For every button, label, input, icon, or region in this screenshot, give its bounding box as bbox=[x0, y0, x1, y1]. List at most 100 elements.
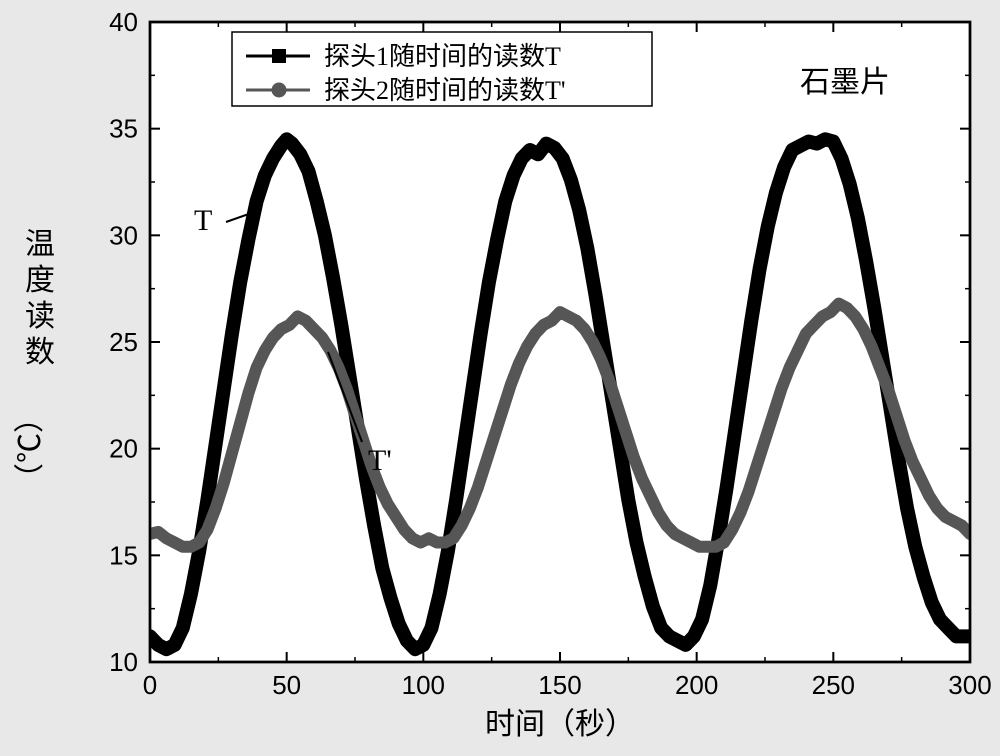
marker-square bbox=[771, 188, 781, 198]
marker-square bbox=[582, 243, 592, 253]
marker-circle bbox=[620, 426, 631, 437]
marker-circle bbox=[473, 482, 484, 493]
marker-square bbox=[902, 503, 912, 513]
marker-square bbox=[550, 143, 560, 153]
marker-square bbox=[632, 538, 642, 548]
marker-square bbox=[845, 179, 855, 189]
marker-circle bbox=[809, 319, 820, 330]
marker-circle bbox=[456, 520, 467, 531]
marker-circle bbox=[883, 383, 894, 394]
marker-square bbox=[861, 256, 871, 266]
marker-square bbox=[402, 636, 412, 646]
marker-square bbox=[763, 222, 773, 232]
marker-square bbox=[730, 427, 740, 437]
legend-label: 探头1随时间的读数T bbox=[324, 42, 561, 71]
marker-square bbox=[336, 320, 346, 330]
marker-circle bbox=[571, 315, 582, 326]
marker-circle bbox=[858, 324, 869, 335]
marker-square bbox=[211, 439, 221, 449]
marker-square bbox=[935, 614, 945, 624]
marker-square bbox=[623, 495, 633, 505]
marker-square bbox=[260, 171, 270, 181]
marker-square bbox=[640, 572, 650, 582]
marker-square bbox=[689, 631, 699, 641]
legend-marker-square bbox=[272, 49, 286, 63]
marker-square bbox=[235, 277, 245, 287]
marker-square bbox=[681, 640, 691, 650]
marker-square bbox=[369, 520, 379, 530]
marker-square bbox=[533, 149, 543, 159]
marker-square bbox=[492, 235, 502, 245]
marker-circle bbox=[268, 332, 279, 343]
marker-square bbox=[320, 230, 330, 240]
marker-square bbox=[252, 196, 262, 206]
marker-circle bbox=[235, 418, 246, 429]
marker-square bbox=[178, 623, 188, 633]
marker-circle bbox=[579, 324, 590, 335]
marker-square bbox=[558, 154, 568, 164]
marker-square bbox=[697, 614, 707, 624]
marker-square bbox=[656, 623, 666, 633]
marker-square bbox=[418, 640, 428, 650]
marker-square bbox=[202, 495, 212, 505]
marker-circle bbox=[637, 473, 648, 484]
marker-square bbox=[837, 154, 847, 164]
marker-circle bbox=[448, 533, 459, 544]
marker-square bbox=[615, 444, 625, 454]
marker-circle bbox=[784, 362, 795, 373]
marker-circle bbox=[243, 388, 254, 399]
marker-circle bbox=[210, 503, 221, 514]
marker-circle bbox=[259, 345, 270, 356]
marker-circle bbox=[505, 379, 516, 390]
marker-square bbox=[312, 196, 322, 206]
marker-circle bbox=[661, 520, 672, 531]
marker-circle bbox=[751, 460, 762, 471]
marker-square bbox=[509, 171, 519, 181]
marker-circle bbox=[874, 362, 885, 373]
marker-circle bbox=[587, 337, 598, 348]
y-tick-label: 35 bbox=[109, 114, 138, 144]
marker-circle bbox=[202, 524, 213, 535]
marker-square bbox=[755, 264, 765, 274]
marker-circle bbox=[956, 520, 967, 531]
marker-circle bbox=[924, 490, 935, 501]
marker-square bbox=[268, 154, 278, 164]
marker-square bbox=[427, 623, 437, 633]
marker-square bbox=[243, 235, 253, 245]
y-tick-label: 40 bbox=[109, 7, 138, 37]
marker-circle bbox=[727, 524, 738, 535]
marker-circle bbox=[464, 503, 475, 514]
marker-square bbox=[894, 456, 904, 466]
marker-square bbox=[722, 482, 732, 492]
marker-square bbox=[648, 602, 658, 612]
marker-circle bbox=[792, 345, 803, 356]
y-axis-label-char: 数 bbox=[25, 336, 55, 369]
title-text: 石墨片 bbox=[800, 66, 890, 99]
marker-square bbox=[705, 580, 715, 590]
marker-square bbox=[910, 542, 920, 552]
marker-square bbox=[287, 139, 297, 149]
marker-circle bbox=[719, 537, 730, 548]
marker-square bbox=[484, 277, 494, 287]
marker-circle bbox=[391, 511, 402, 522]
marker-circle bbox=[612, 401, 623, 412]
marker-square bbox=[227, 328, 237, 338]
y-tick-label: 20 bbox=[109, 434, 138, 464]
legend-marker-circle bbox=[272, 83, 287, 98]
marker-circle bbox=[546, 315, 557, 326]
marker-circle bbox=[309, 324, 320, 335]
marker-square bbox=[386, 593, 396, 603]
marker-circle bbox=[514, 358, 525, 369]
marker-circle bbox=[604, 375, 615, 386]
marker-square bbox=[574, 205, 584, 215]
marker-square bbox=[394, 619, 404, 629]
marker-circle bbox=[489, 430, 500, 441]
marker-circle bbox=[866, 341, 877, 352]
marker-circle bbox=[325, 345, 336, 356]
marker-square bbox=[828, 136, 838, 146]
marker-circle bbox=[497, 405, 508, 416]
marker-circle bbox=[899, 435, 910, 446]
marker-circle bbox=[284, 319, 295, 330]
marker-circle bbox=[735, 507, 746, 518]
marker-circle bbox=[382, 499, 393, 510]
